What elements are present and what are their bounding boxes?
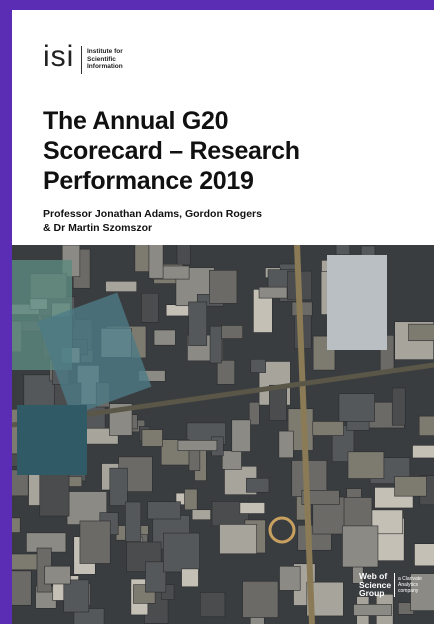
- logo-text: Institute for Scientific Information: [87, 48, 123, 71]
- tower: [327, 255, 387, 350]
- building: [63, 579, 90, 613]
- tower: [17, 405, 87, 475]
- building: [184, 488, 198, 511]
- building: [221, 450, 242, 470]
- city-photo: [12, 245, 434, 624]
- building: [125, 501, 142, 542]
- building: [412, 445, 434, 459]
- building: [105, 280, 138, 293]
- building: [258, 286, 288, 299]
- building: [353, 604, 392, 616]
- building: [79, 520, 111, 564]
- building: [220, 325, 243, 339]
- logo-separator: [81, 46, 82, 74]
- building: [147, 501, 181, 520]
- author-line: Professor Jonathan Adams, Gordon Rogers: [43, 208, 262, 220]
- building: [44, 565, 71, 585]
- logo-mark: isi: [43, 40, 75, 73]
- building: [209, 269, 238, 304]
- building: [347, 451, 385, 479]
- building: [394, 476, 427, 497]
- building: [12, 469, 29, 497]
- logo-line: Institute for: [87, 48, 123, 55]
- building: [219, 524, 257, 555]
- building: [414, 543, 434, 567]
- building: [248, 401, 260, 426]
- building: [246, 477, 270, 493]
- building: [148, 245, 164, 279]
- tower: [37, 292, 152, 416]
- building: [231, 419, 251, 452]
- building: [176, 245, 191, 266]
- building: [338, 393, 375, 422]
- building: [391, 387, 406, 426]
- logo-line: Information: [87, 63, 123, 70]
- building: [177, 440, 218, 451]
- building: [199, 592, 226, 618]
- building: [163, 532, 200, 573]
- tagline-line: Analytics: [398, 582, 419, 588]
- building: [181, 568, 199, 588]
- building: [279, 565, 301, 591]
- building: [410, 573, 434, 611]
- title: The Annual G20 Scorecard – Research Perf…: [43, 106, 300, 196]
- building: [153, 329, 176, 346]
- building: [209, 325, 222, 364]
- building: [312, 421, 344, 436]
- building: [12, 553, 40, 571]
- building: [12, 517, 21, 533]
- brand-separator: [394, 573, 395, 597]
- building: [141, 429, 163, 447]
- building: [242, 580, 279, 618]
- building: [335, 245, 351, 256]
- tagline-line: company: [398, 588, 419, 594]
- building: [418, 415, 434, 436]
- building: [141, 292, 159, 323]
- author-line: & Dr Martin Szomszor: [43, 222, 153, 234]
- building: [39, 472, 70, 517]
- building: [191, 509, 211, 521]
- building: [342, 525, 379, 568]
- street: [294, 245, 315, 624]
- title-line: The Annual G20: [43, 107, 229, 135]
- building: [66, 491, 108, 525]
- building: [12, 570, 32, 606]
- authors: Professor Jonathan Adams, Gordon Rogers …: [43, 207, 262, 235]
- building: [165, 304, 192, 317]
- building: [278, 430, 294, 459]
- building: [134, 245, 152, 272]
- brand-line: Group: [359, 588, 385, 598]
- brand-line: Web of: [359, 571, 388, 581]
- title-line: Performance 2019: [43, 167, 254, 195]
- tagline-line: a Clarivate: [398, 576, 422, 582]
- cover-page: isi Institute for Scientific Information…: [12, 10, 434, 624]
- building: [239, 502, 266, 514]
- brand: Web of Science Group: [359, 572, 391, 598]
- building: [301, 490, 340, 505]
- building: [216, 359, 236, 385]
- roundabout: [268, 516, 296, 544]
- tagline: a Clarivate Analytics company: [398, 576, 422, 594]
- logo-line: Scientific: [87, 55, 116, 63]
- title-line: Scorecard – Research: [43, 137, 300, 165]
- building: [408, 323, 434, 342]
- building: [109, 467, 128, 506]
- brand-line: Science: [359, 579, 392, 590]
- building: [250, 358, 266, 373]
- building: [145, 561, 167, 593]
- building: [188, 301, 208, 346]
